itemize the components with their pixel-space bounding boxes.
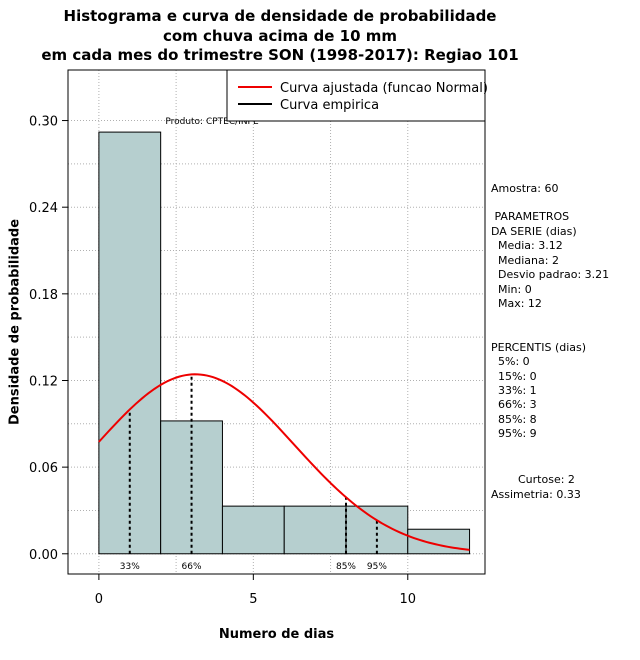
histogram-bar xyxy=(221,505,285,555)
x-tick-label: 5 xyxy=(249,592,257,607)
chart-title-line-1: Histograma e curva de densidade de proba… xyxy=(63,7,497,25)
stat-p5: 5%: 0 xyxy=(491,355,530,368)
histogram-bar xyxy=(283,505,347,555)
histogram-bar xyxy=(98,131,162,555)
x-axis-label: Numero de dias xyxy=(219,627,335,642)
stat-p15: 15%: 0 xyxy=(491,370,537,383)
percentile-label: 66% xyxy=(182,562,202,572)
y-tick-label: 0.30 xyxy=(29,115,58,130)
product-label: Produto: CPTEC/INPE xyxy=(165,117,259,127)
percentile-label: 33% xyxy=(120,562,140,572)
histogram-bar xyxy=(407,528,471,555)
stat-p66: 66%: 3 xyxy=(491,398,537,411)
stat-p85: 85%: 8 xyxy=(491,413,537,426)
stat-mediana: Mediana: 2 xyxy=(491,254,559,267)
stat-param-subtitle: DA SERIE (dias) xyxy=(491,225,577,238)
legend-label: Curva ajustada (funcao Normal) xyxy=(280,81,488,96)
stat-param-title: PARAMETROS xyxy=(491,210,570,223)
stat-desvio: Desvio padrao: 3.21 xyxy=(491,268,610,281)
legend-box xyxy=(226,69,486,122)
y-tick-label: 0.00 xyxy=(29,548,58,563)
normal-curve xyxy=(98,373,470,551)
histogram-bars xyxy=(98,131,471,555)
stat-p95: 95%: 9 xyxy=(491,427,537,440)
percentile-label: 85% xyxy=(336,562,356,572)
stat-p33: 33%: 1 xyxy=(491,384,537,397)
chart-title-line-2: com chuva acima de 10 mm xyxy=(162,27,398,45)
stat-curtose: Curtose: 2 xyxy=(518,473,575,486)
y-axis-label: Densidade de probabilidade xyxy=(8,219,23,425)
chart-title-line-3: em cada mes do trimestre SON (1998-2017)… xyxy=(41,46,519,64)
stat-assimetria: Assimetria: 0.33 xyxy=(491,488,581,501)
y-tick-label: 0.06 xyxy=(29,461,58,476)
legend: Curva ajustada (funcao Normal) Curva empi… xyxy=(226,69,488,122)
y-tick-label: 0.18 xyxy=(29,288,58,303)
stat-amostra: Amostra: 60 xyxy=(491,182,559,195)
stat-media: Media: 3.12 xyxy=(491,239,563,252)
stat-percentis-title: PERCENTIS (dias) xyxy=(491,341,587,354)
stat-max: Max: 12 xyxy=(491,297,542,310)
percentile-lines: 33% 66% 85% 95% xyxy=(120,374,387,572)
x-tick-label: 10 xyxy=(400,592,417,607)
y-tick-label: 0.12 xyxy=(29,374,58,389)
legend-label: Curva empirica xyxy=(280,98,379,113)
y-tick-label: 0.24 xyxy=(29,201,58,216)
normal-curve-layer xyxy=(98,373,470,551)
x-tick-label: 0 xyxy=(95,592,103,607)
axes: 0 5 10 0.00 0.06 0.12 0.18 0.24 0.30 Produto: CPT… xyxy=(29,115,416,607)
stat-min: Min: 0 xyxy=(491,283,532,296)
percentile-label: 95% xyxy=(367,562,387,572)
